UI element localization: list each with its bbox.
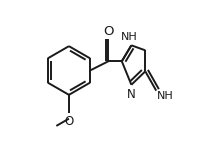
Text: NH: NH [121, 32, 137, 42]
Text: NH: NH [156, 92, 173, 102]
Text: N: N [127, 88, 135, 102]
Text: O: O [103, 25, 113, 38]
Text: O: O [64, 115, 73, 128]
